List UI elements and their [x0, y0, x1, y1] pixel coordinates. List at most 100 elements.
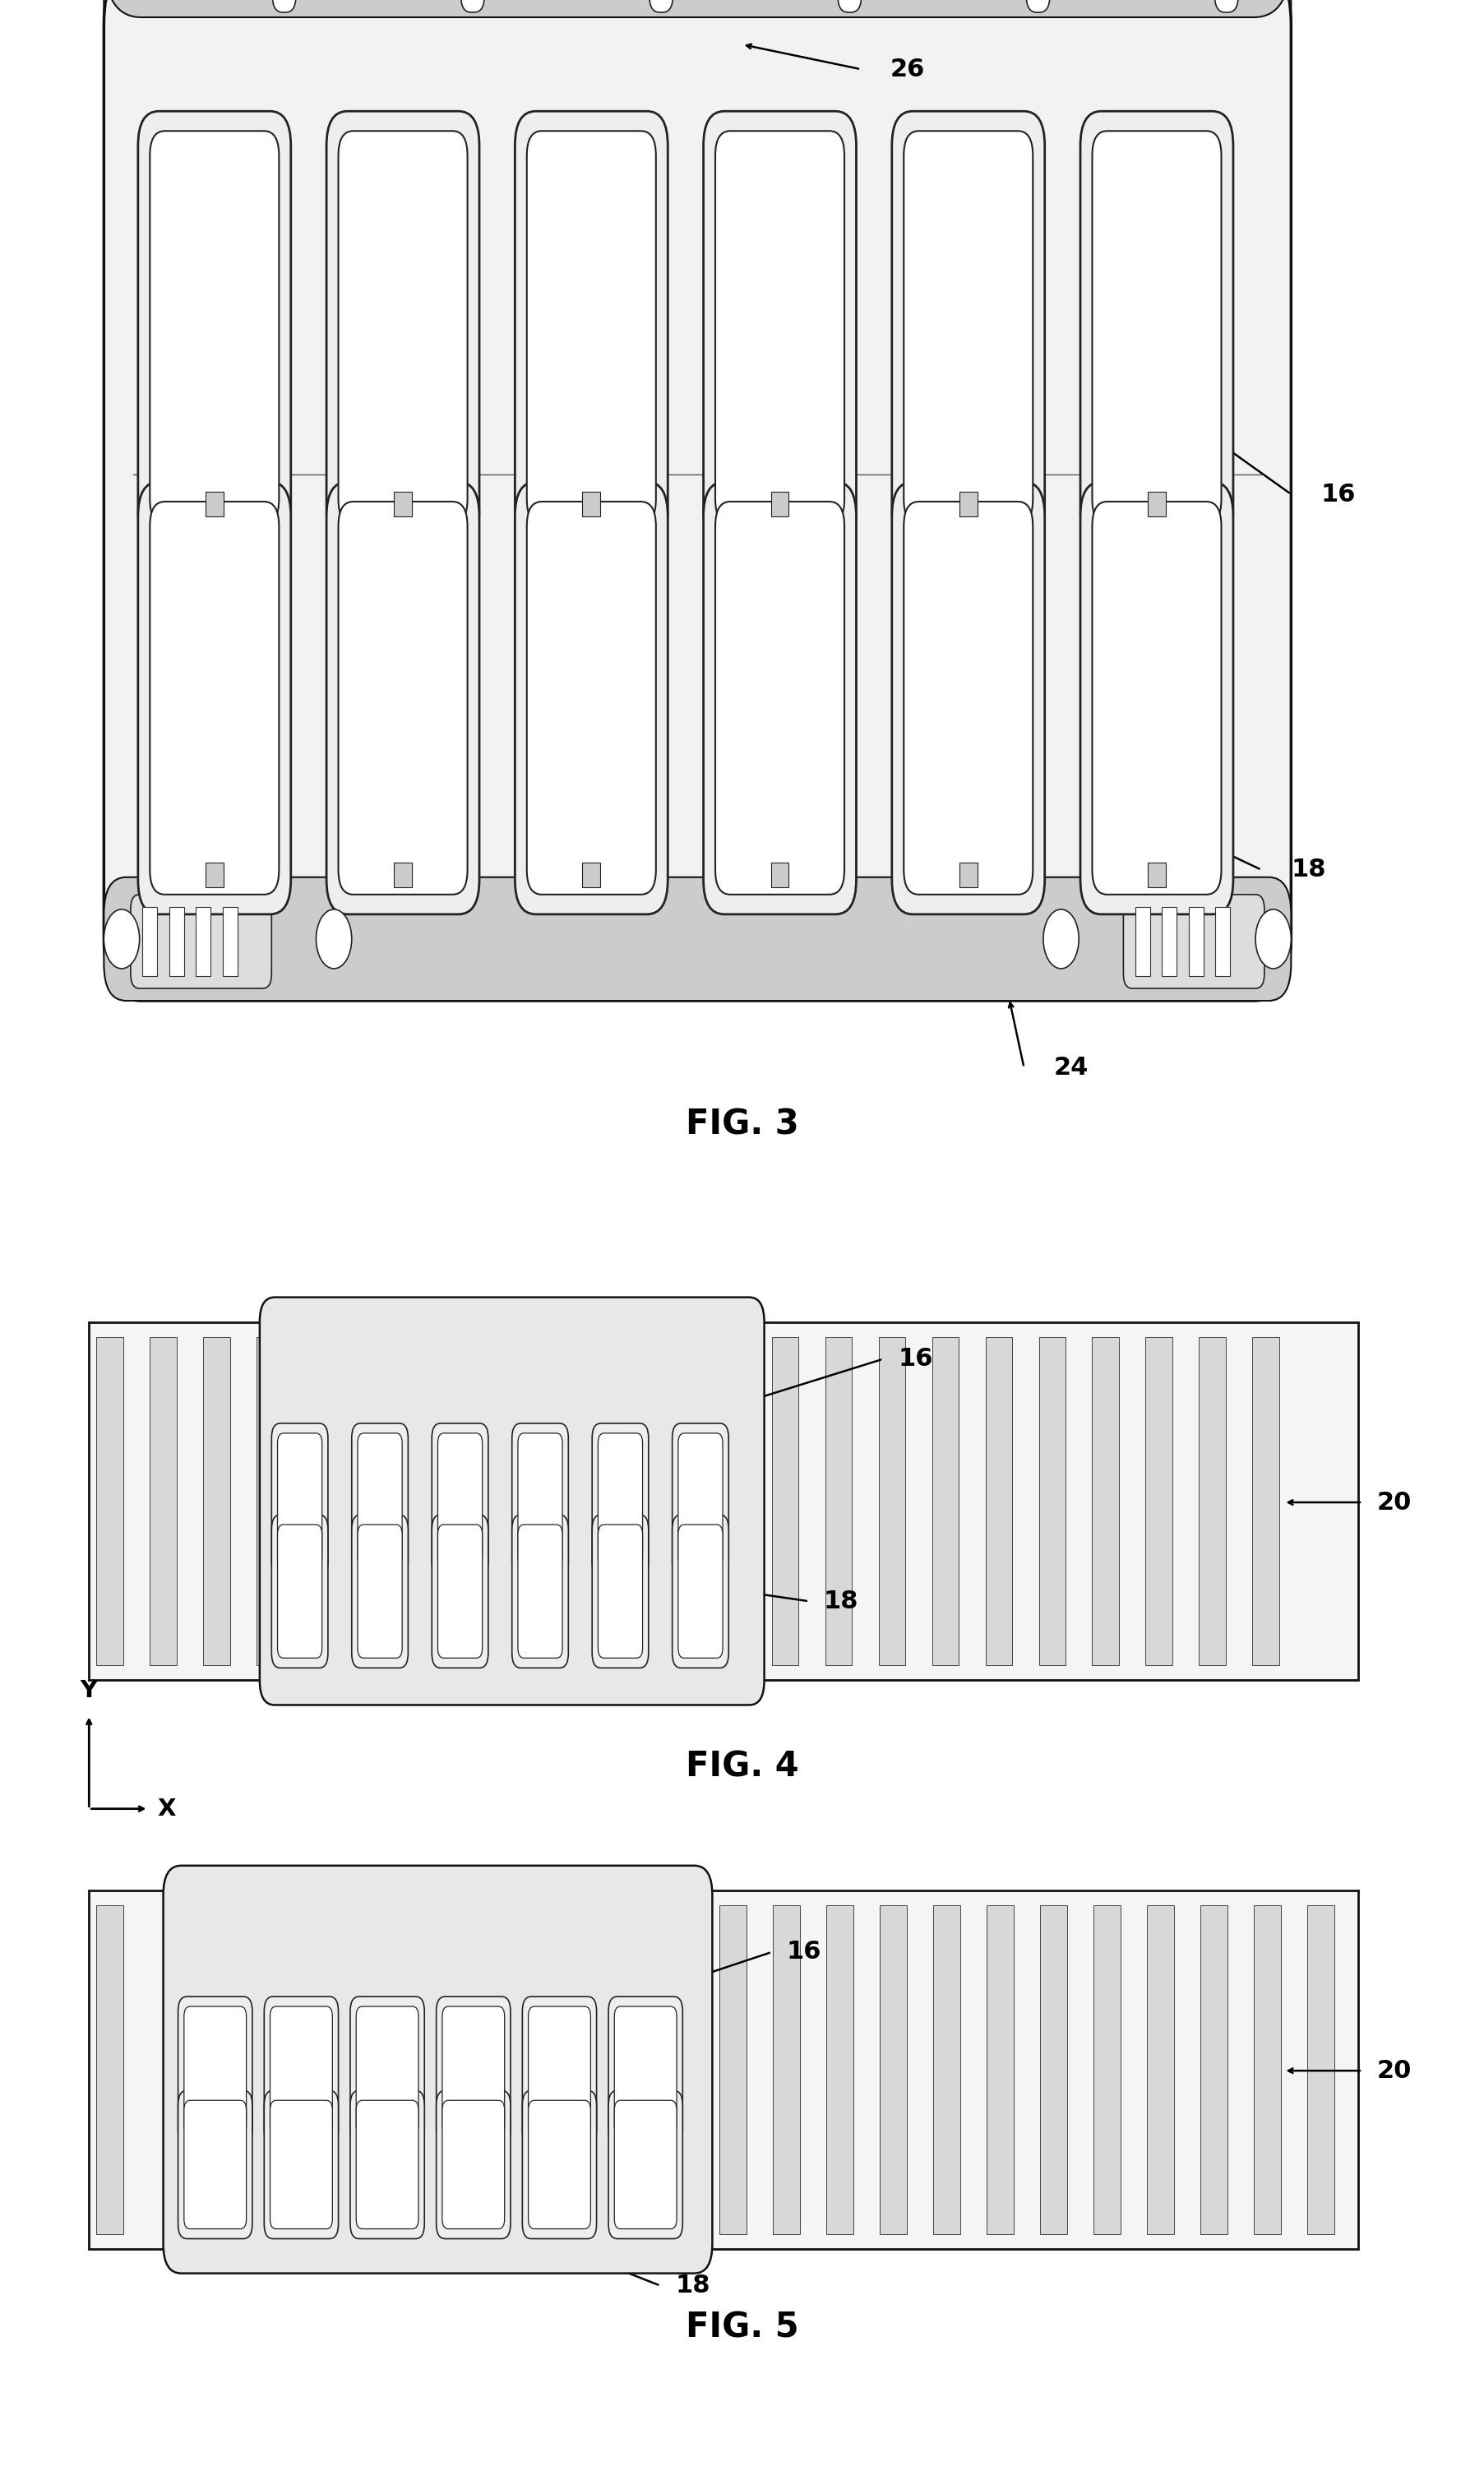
- FancyBboxPatch shape: [614, 2100, 677, 2229]
- Bar: [1254, 1905, 1281, 2234]
- FancyBboxPatch shape: [184, 2100, 246, 2229]
- Bar: [1307, 1905, 1334, 2234]
- FancyBboxPatch shape: [904, 131, 1033, 524]
- FancyBboxPatch shape: [178, 1997, 252, 2145]
- Bar: [205, 492, 223, 516]
- Bar: [1135, 907, 1150, 976]
- FancyBboxPatch shape: [598, 1525, 643, 1658]
- FancyBboxPatch shape: [515, 111, 668, 544]
- Bar: [987, 1905, 1014, 2234]
- FancyBboxPatch shape: [442, 2006, 505, 2135]
- FancyBboxPatch shape: [528, 2006, 591, 2135]
- Bar: [205, 862, 223, 887]
- FancyBboxPatch shape: [358, 1525, 402, 1658]
- FancyBboxPatch shape: [270, 2100, 332, 2229]
- FancyBboxPatch shape: [703, 111, 856, 544]
- Bar: [1149, 492, 1166, 516]
- Bar: [1215, 907, 1230, 976]
- FancyBboxPatch shape: [278, 1525, 322, 1658]
- Bar: [933, 1905, 960, 2234]
- FancyBboxPatch shape: [438, 1433, 482, 1567]
- FancyBboxPatch shape: [608, 2090, 683, 2239]
- FancyBboxPatch shape: [432, 1423, 488, 1576]
- Bar: [985, 1337, 1012, 1665]
- Bar: [203, 1337, 230, 1665]
- FancyBboxPatch shape: [138, 482, 291, 914]
- Bar: [825, 1337, 852, 1665]
- FancyBboxPatch shape: [672, 1423, 729, 1576]
- FancyBboxPatch shape: [650, 0, 674, 12]
- Bar: [395, 862, 413, 887]
- FancyBboxPatch shape: [460, 0, 484, 12]
- Bar: [142, 907, 157, 976]
- Text: 16: 16: [1321, 482, 1356, 507]
- Bar: [169, 907, 184, 976]
- FancyBboxPatch shape: [1080, 482, 1233, 914]
- FancyBboxPatch shape: [438, 1525, 482, 1658]
- FancyBboxPatch shape: [326, 482, 479, 914]
- Text: 16: 16: [898, 1347, 933, 1371]
- Bar: [773, 1905, 800, 2234]
- Text: FIG. 4: FIG. 4: [686, 1749, 798, 1784]
- FancyBboxPatch shape: [436, 2090, 510, 2239]
- Circle shape: [1043, 909, 1079, 969]
- Bar: [1039, 1337, 1066, 1665]
- FancyBboxPatch shape: [350, 2090, 424, 2239]
- Bar: [1201, 1905, 1227, 2234]
- FancyBboxPatch shape: [264, 1997, 338, 2145]
- FancyBboxPatch shape: [837, 0, 861, 12]
- Bar: [880, 1905, 907, 2234]
- FancyBboxPatch shape: [352, 1423, 408, 1576]
- FancyBboxPatch shape: [1027, 0, 1051, 12]
- FancyBboxPatch shape: [178, 2090, 252, 2239]
- Bar: [772, 1337, 798, 1665]
- FancyBboxPatch shape: [904, 502, 1033, 895]
- FancyBboxPatch shape: [518, 1525, 562, 1658]
- Circle shape: [316, 909, 352, 969]
- Bar: [772, 492, 789, 516]
- FancyBboxPatch shape: [272, 1515, 328, 1668]
- FancyBboxPatch shape: [104, 0, 1291, 25]
- FancyBboxPatch shape: [527, 502, 656, 895]
- FancyBboxPatch shape: [356, 2006, 418, 2135]
- FancyBboxPatch shape: [104, 0, 1291, 1001]
- Bar: [1199, 1337, 1226, 1665]
- Bar: [1146, 1337, 1172, 1665]
- Bar: [89, 1322, 1358, 1680]
- FancyBboxPatch shape: [512, 1423, 568, 1576]
- FancyBboxPatch shape: [278, 1433, 322, 1567]
- Bar: [395, 492, 413, 516]
- FancyBboxPatch shape: [1092, 502, 1221, 895]
- Bar: [772, 862, 789, 887]
- FancyBboxPatch shape: [598, 1433, 643, 1567]
- Bar: [932, 1337, 959, 1665]
- FancyBboxPatch shape: [678, 1525, 723, 1658]
- FancyBboxPatch shape: [703, 482, 856, 914]
- FancyBboxPatch shape: [352, 1515, 408, 1668]
- Text: X: X: [157, 1796, 175, 1821]
- Bar: [827, 1905, 853, 2234]
- FancyBboxPatch shape: [273, 0, 297, 12]
- FancyBboxPatch shape: [358, 1433, 402, 1567]
- Bar: [1149, 862, 1166, 887]
- Bar: [89, 1890, 1358, 2249]
- FancyBboxPatch shape: [260, 1297, 764, 1705]
- FancyBboxPatch shape: [150, 502, 279, 895]
- Bar: [1094, 1905, 1120, 2234]
- Bar: [582, 862, 600, 887]
- Text: 26: 26: [890, 57, 925, 82]
- Text: 18: 18: [824, 1589, 859, 1614]
- Text: 20: 20: [1377, 2058, 1411, 2083]
- FancyBboxPatch shape: [184, 2006, 246, 2135]
- Bar: [196, 907, 211, 976]
- FancyBboxPatch shape: [432, 1515, 488, 1668]
- Bar: [223, 907, 237, 976]
- FancyBboxPatch shape: [356, 2100, 418, 2229]
- Text: FIG. 3: FIG. 3: [686, 1107, 798, 1142]
- FancyBboxPatch shape: [1080, 111, 1233, 544]
- Circle shape: [104, 909, 139, 969]
- FancyBboxPatch shape: [715, 502, 844, 895]
- FancyBboxPatch shape: [715, 131, 844, 524]
- FancyBboxPatch shape: [442, 2100, 505, 2229]
- FancyBboxPatch shape: [1092, 131, 1221, 524]
